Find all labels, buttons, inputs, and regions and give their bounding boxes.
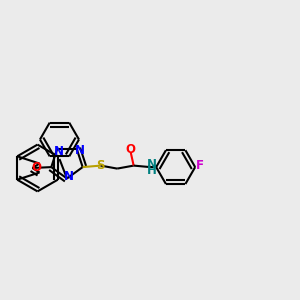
- Text: O: O: [31, 160, 41, 174]
- Text: O: O: [126, 142, 136, 156]
- Text: S: S: [96, 159, 105, 172]
- Text: N: N: [64, 170, 74, 184]
- Text: N: N: [54, 145, 64, 158]
- Text: H: H: [147, 164, 157, 177]
- Text: F: F: [196, 159, 204, 172]
- Text: N: N: [75, 144, 85, 157]
- Text: N: N: [147, 158, 157, 171]
